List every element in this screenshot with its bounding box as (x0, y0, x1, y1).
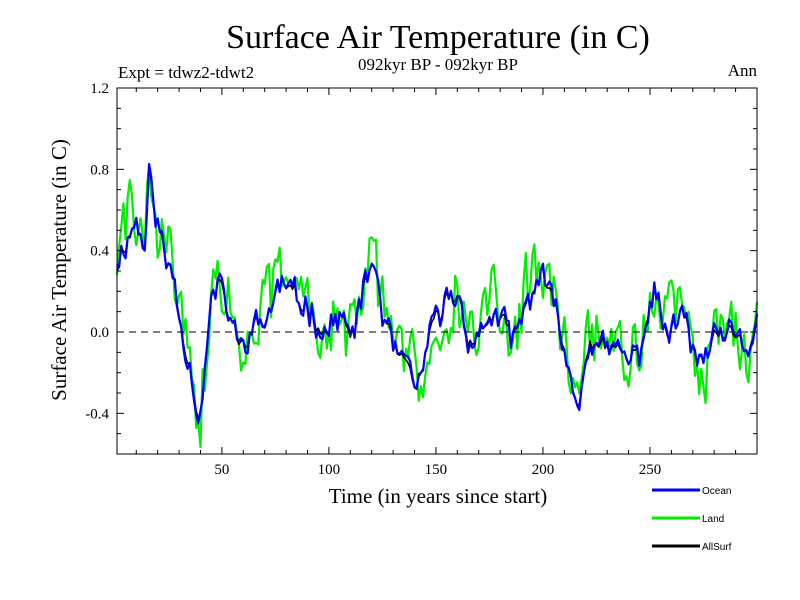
y-tick-label: 0.4 (90, 244, 109, 260)
legend: Ocean Land AllSurf (652, 486, 732, 553)
x-tick-label: 150 (425, 462, 448, 478)
x-tick-label: 200 (532, 462, 555, 478)
plot-series (115, 162, 759, 449)
experiment-label: Expt = tdwz2-tdwt2 (118, 63, 254, 82)
series-line-ocean (116, 162, 759, 425)
x-tick-label: 250 (639, 462, 662, 478)
chart-title: Surface Air Temperature (in C) (226, 19, 650, 56)
y-axis-label: Surface Air Temperature (in C) (47, 139, 71, 401)
x-tick-label: 100 (318, 462, 341, 478)
season-label: Ann (728, 61, 758, 80)
legend-label-ocean: Ocean (702, 486, 731, 497)
axis-ticks: 50 100 150 200 250 -0.4 0.0 0.4 0.8 1.2 (85, 81, 758, 478)
x-axis-label: Time (in years since start) (329, 484, 548, 508)
period-label: 092kyr BP - 092kyr BP (358, 55, 518, 74)
x-tick-label: 50 (214, 462, 229, 478)
y-tick-label: 1.2 (90, 81, 109, 97)
legend-label-land: Land (702, 514, 724, 525)
y-tick-label: 0.8 (90, 162, 109, 178)
y-tick-label: -0.4 (85, 406, 109, 422)
legend-label-allsurf: AllSurf (702, 542, 732, 553)
y-tick-label: 0.0 (90, 325, 109, 341)
series-line-land (115, 164, 759, 449)
